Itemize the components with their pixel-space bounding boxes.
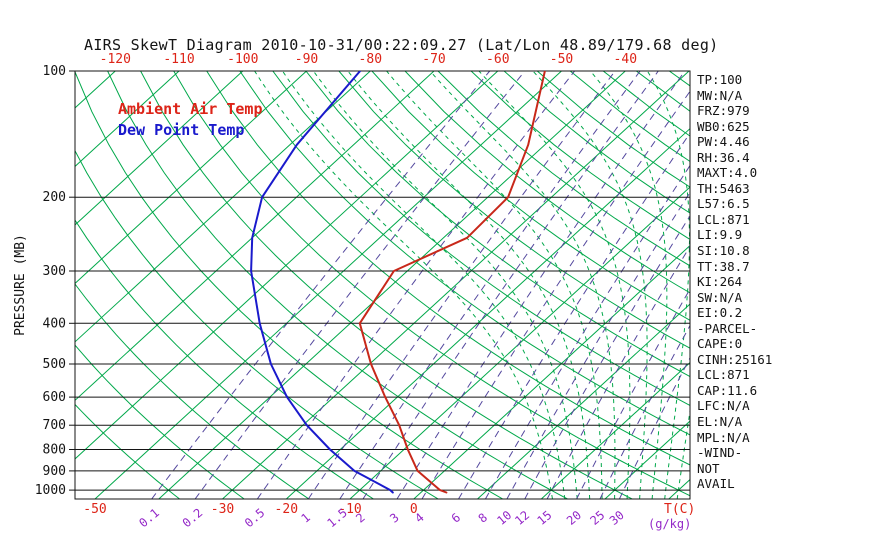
bottom-temp-label: 0 <box>410 502 418 517</box>
stat-line: LFC:N/A <box>697 398 750 414</box>
stat-line: EI:0.2 <box>697 305 743 321</box>
stat-line: TT:38.7 <box>697 258 750 274</box>
pressure-tick-label: 400 <box>43 316 66 331</box>
mixing-unit-label: (g/kg) <box>648 517 691 531</box>
pressure-tick-label: 300 <box>43 264 66 279</box>
pressure-tick-label: 700 <box>43 418 66 433</box>
bottom-temp-label: -20 <box>275 502 298 517</box>
profile-curves <box>250 71 546 494</box>
mixing-ratio-label: 4 <box>412 510 427 525</box>
temperature-curve <box>358 71 546 494</box>
chart-title: AIRS SkewT Diagram 2010-10-31/00:22:09.2… <box>84 36 719 54</box>
top-temp-label: -70 <box>422 52 445 67</box>
stat-line: TH:5463 <box>697 180 750 196</box>
pressure-tick-label: 1000 <box>35 483 66 498</box>
stat-line: FRZ:979 <box>697 103 750 119</box>
mixing-ratio-label: 25 <box>587 508 607 528</box>
pressure-tick-label: 200 <box>43 190 66 205</box>
temp-unit-label: T(C) <box>664 502 695 517</box>
stat-line: CAP:11.6 <box>697 382 758 398</box>
stat-line: EL:N/A <box>697 414 743 430</box>
stat-line: MAXT:4.0 <box>697 165 758 181</box>
mixing-ratio-label: 3 <box>387 510 402 525</box>
mixing-ratio-label: 1 <box>298 510 313 525</box>
mixing-ratio-label: 0.5 <box>242 506 268 531</box>
top-temp-label: -50 <box>550 52 573 67</box>
top-temp-label: -110 <box>163 52 194 67</box>
mixing-ratio-label: 10 <box>494 508 514 528</box>
mixing-ratio-label: 8 <box>476 510 491 525</box>
stat-line: -WIND- <box>697 445 743 461</box>
mixing-ratio-label: 0.1 <box>136 506 162 531</box>
stat-line: SI:10.8 <box>697 243 750 259</box>
stat-line: CINH:25161 <box>697 351 773 367</box>
mixing-ratio-label: 0.2 <box>180 506 206 531</box>
legend-dew-point-temp: Dew Point Temp <box>118 121 245 139</box>
pressure-tick-label: 600 <box>43 390 66 405</box>
stat-line: -PARCEL- <box>697 320 758 336</box>
stat-line: TP:100 <box>697 72 743 87</box>
top-temp-label: -100 <box>227 52 258 67</box>
top-temp-label: -90 <box>295 52 318 67</box>
mixing-ratio-label: 30 <box>607 508 627 528</box>
stat-line: AVAIL <box>697 476 735 492</box>
legend-ambient-air-temp: Ambient Air Temp <box>118 100 263 118</box>
stat-line: CAPE:0 <box>697 336 743 352</box>
dewpoint-curve <box>250 71 394 494</box>
stat-line: LCL:871 <box>697 367 750 383</box>
stat-line: LCL:871 <box>697 211 750 227</box>
top-temp-label: -120 <box>100 52 131 67</box>
stat-line: RH:36.4 <box>697 149 750 165</box>
y-axis-title: PRESSURE (MB) <box>13 234 28 336</box>
stat-line: NOT <box>697 460 720 476</box>
mixing-ratio-lines <box>151 71 690 499</box>
mixing-ratio-label: 2 <box>353 510 368 525</box>
bottom-temp-label: -50 <box>83 502 106 517</box>
axis-labels: -120 -110 -100 -90 -80 -70 -60 -50 -40-50 -30 -20-… <box>13 52 695 531</box>
stats-panel: TP:100 MW:N/A FRZ:979 WB0:625 PW:4.46 RH:36.4… <box>697 72 869 492</box>
bottom-temp-label: -30 <box>211 502 234 517</box>
top-temp-label: -80 <box>359 52 382 67</box>
stat-line: MW:N/A <box>697 87 743 103</box>
mixing-ratio-label: 20 <box>564 508 584 528</box>
pressure-tick-label: 500 <box>43 357 66 372</box>
mixing-ratio-label: 12 <box>512 508 532 528</box>
pressure-tick-label: 900 <box>43 464 66 479</box>
stat-line: WB0:625 <box>697 118 750 134</box>
stat-line: L57:6.5 <box>697 196 750 212</box>
pressure-tick-label: 800 <box>43 443 66 458</box>
top-temp-label: -60 <box>486 52 509 67</box>
stat-line: LI:9.9 <box>697 227 743 243</box>
bottom-temp-label: -10 <box>338 502 361 517</box>
stat-line: MPL:N/A <box>697 429 750 445</box>
mixing-ratio-label: 15 <box>534 508 554 528</box>
pressure-tick-label: 100 <box>43 64 66 79</box>
plot-frame <box>74 70 691 500</box>
mixing-ratio-label: 6 <box>449 510 464 525</box>
dry-adiabat-lines <box>75 71 690 499</box>
stat-line: SW:N/A <box>697 289 743 305</box>
stat-line: KI:264 <box>697 274 743 290</box>
stat-line: PW:4.46 <box>697 134 750 150</box>
top-temp-label: -40 <box>614 52 637 67</box>
